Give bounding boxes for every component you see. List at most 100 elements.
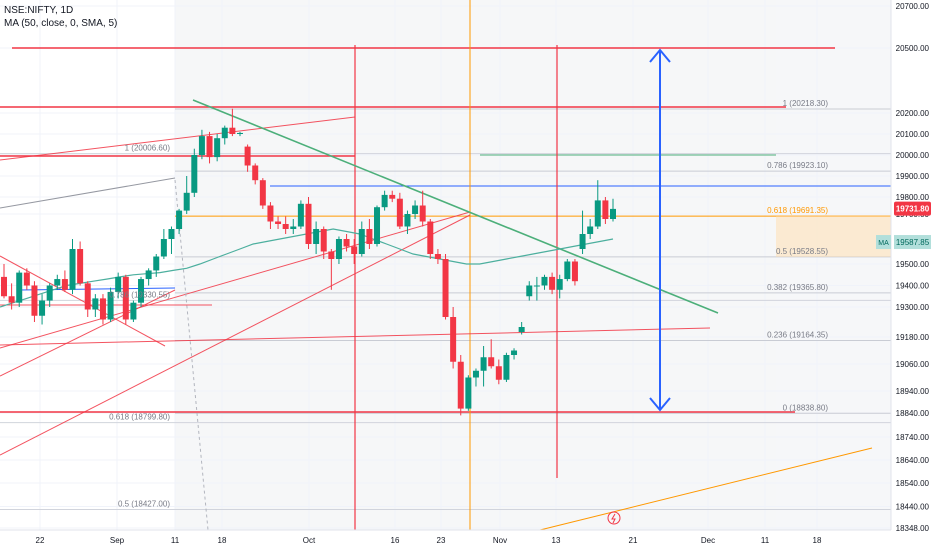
- price-tick-label: 18840.00: [896, 409, 930, 418]
- red-trend-line: [0, 255, 166, 347]
- candle-body: [335, 239, 342, 259]
- candle: [472, 368, 479, 387]
- red-trend-line: [0, 289, 176, 377]
- candle: [320, 226, 327, 259]
- candle: [556, 274, 563, 299]
- candle-body: [511, 350, 518, 355]
- time-tick-label: Oct: [303, 536, 316, 545]
- candle-body: [533, 285, 540, 287]
- ma-tag-badge: [876, 235, 891, 250]
- old-fib-level-label: 0.618 (18799.80): [109, 413, 170, 422]
- candle-body: [587, 226, 594, 234]
- candle-body: [84, 283, 91, 310]
- candle: [92, 294, 99, 317]
- candle-body: [145, 270, 152, 280]
- time-tick-label: Nov: [493, 536, 507, 545]
- candle-body: [221, 127, 228, 139]
- candle: [191, 148, 198, 197]
- candle-body: [328, 251, 335, 259]
- candle-body: [130, 302, 137, 320]
- candle: [564, 259, 571, 282]
- price-tick-label: 20200.00: [896, 109, 930, 118]
- candle-body: [594, 200, 601, 227]
- price-tick-label: 19900.00: [896, 172, 930, 181]
- fib-zone: [776, 216, 891, 257]
- candle: [351, 239, 358, 264]
- time-tick-label: 23: [437, 536, 446, 545]
- candle-body: [488, 357, 495, 367]
- grey-trend-line: [0, 177, 176, 209]
- candle-body: [23, 272, 30, 286]
- candle-body: [412, 205, 419, 214]
- price-tick-label: 20700.00: [896, 2, 930, 11]
- price-axis[interactable]: 20700.00 20500.00 20200.00 20100.00 20000.00…: [876, 0, 932, 550]
- indicator-title[interactable]: MA (50, close, 0, SMA, 5): [4, 18, 118, 29]
- candle: [115, 272, 122, 299]
- time-tick-label: 18: [813, 536, 822, 545]
- candle: [198, 129, 205, 160]
- candle: [1, 264, 7, 299]
- candle: [214, 134, 221, 162]
- candle: [549, 272, 556, 295]
- time-tick-label: 11: [761, 536, 770, 545]
- measure-arrow-head-up: [649, 48, 671, 63]
- blue-short-line: [19, 287, 176, 291]
- candle-body: [450, 317, 457, 362]
- candle: [541, 274, 548, 290]
- price-tick-label: 19400.00: [896, 282, 930, 291]
- candle: [442, 254, 449, 320]
- price-tick-label: 20000.00: [896, 151, 930, 160]
- candle: [252, 163, 259, 185]
- candle-body: [366, 229, 373, 244]
- candle: [297, 200, 304, 229]
- candle-body: [275, 221, 282, 224]
- candle-body: [358, 229, 365, 254]
- time-tick-label: 13: [552, 536, 561, 545]
- candle: [526, 281, 533, 301]
- fib-level-label: 1 (20218.30): [783, 99, 829, 108]
- old-fib-level-label: 0.786 (19330.55): [109, 290, 170, 299]
- green-trend-line: [192, 99, 719, 314]
- time-tick-label: 11: [171, 536, 180, 545]
- candle: [46, 283, 53, 307]
- symbol-title[interactable]: NSE:NIFTY, 1D: [4, 5, 74, 16]
- candle: [511, 348, 518, 360]
- candle-body: [480, 357, 487, 371]
- candle-body: [549, 276, 556, 290]
- candle: [503, 352, 510, 382]
- candle-body: [290, 226, 297, 229]
- candle-body: [115, 276, 122, 292]
- candle-body: [198, 136, 205, 155]
- candle: [404, 210, 411, 234]
- candle: [427, 219, 434, 259]
- candle-body: [236, 132, 243, 134]
- candle: [594, 180, 601, 229]
- candle: [130, 300, 137, 322]
- candle-body: [518, 327, 525, 332]
- red-trend-line: [0, 116, 356, 161]
- candle-body: [351, 246, 358, 254]
- candle-body: [229, 127, 236, 134]
- candle-body: [465, 377, 472, 409]
- fib-level-label: 0 (18838.80): [783, 403, 829, 412]
- grid-lines: [0, 0, 891, 530]
- candle-body: [305, 203, 312, 244]
- candle: [282, 216, 289, 234]
- time-axis[interactable]: 22 Sep 11 18 Oct 16 23 Nov 13 21 Dec 11 18: [0, 529, 891, 550]
- candle: [450, 307, 457, 369]
- candle: [457, 355, 464, 416]
- candle: [138, 276, 145, 307]
- time-tick-label: Dec: [701, 536, 715, 545]
- candle-body: [244, 146, 251, 166]
- old-fib-level-label: 1 (20006.60): [125, 144, 171, 153]
- candle-body: [176, 210, 183, 229]
- red-trend-line: [0, 327, 711, 346]
- candle-body: [39, 300, 46, 316]
- candle: [39, 294, 46, 325]
- candle-body: [556, 279, 563, 290]
- candle-body: [541, 276, 548, 286]
- fib-level-label: 0.382 (19365.80): [767, 283, 828, 292]
- candle: [610, 198, 616, 222]
- candle: [602, 197, 609, 224]
